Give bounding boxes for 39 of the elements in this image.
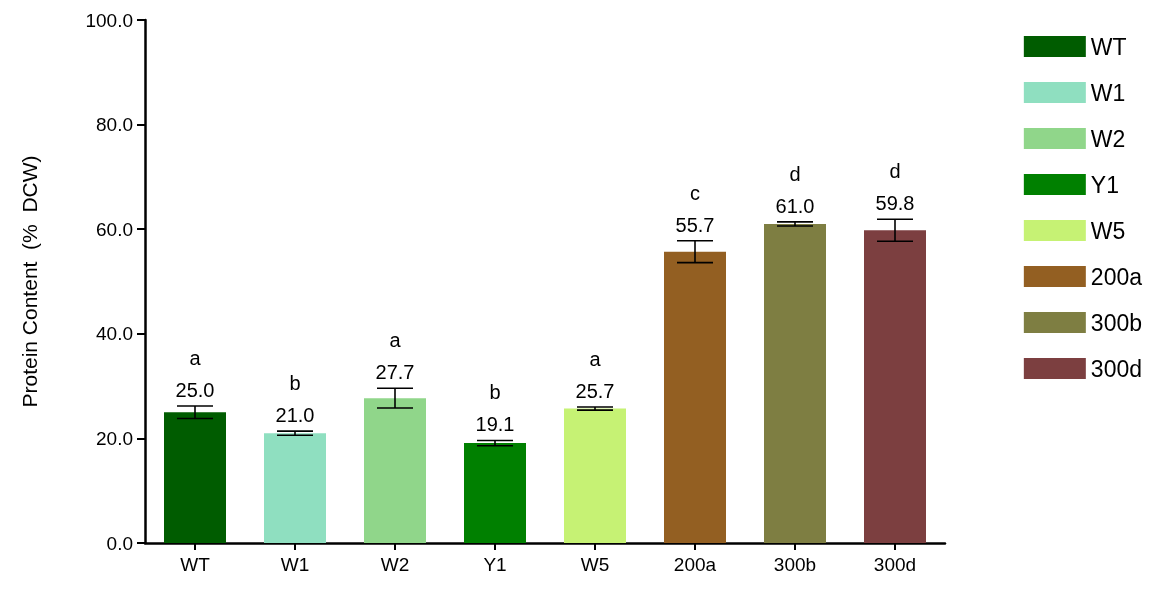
x-tick-label: 300b [773, 554, 817, 575]
data-label: 21.0 [275, 404, 315, 427]
y-tick-label: 40.0 [96, 323, 133, 345]
x-tick-label: W1 [280, 554, 310, 575]
x-tick-label: 200a [673, 554, 717, 575]
x-tick-label: 300d [873, 554, 917, 575]
x-tick-label: Y1 [483, 554, 507, 575]
y-tick-label: 100.0 [85, 9, 133, 31]
annotation: a [189, 346, 202, 369]
annotation: d [789, 162, 801, 185]
legend-label: 300b [1090, 309, 1143, 336]
annotation: b [289, 372, 301, 395]
y-tick-label: 80.0 [96, 114, 133, 136]
data-label: 27.7 [375, 361, 415, 384]
annotation: a [589, 348, 602, 371]
data-label: 25.7 [575, 380, 615, 403]
legend-label: WT [1090, 33, 1127, 60]
y-tick-label: 20.0 [96, 427, 133, 449]
annotation: b [489, 381, 501, 404]
y-tick-label: 0.0 [106, 532, 133, 554]
x-tick-label: WT [180, 554, 211, 575]
legend-label: 200a [1090, 263, 1143, 290]
data-label: 61.0 [775, 194, 815, 217]
legend-label: W5 [1090, 217, 1126, 244]
x-tick-label: W5 [580, 554, 610, 575]
legend-label: Y1 [1090, 171, 1119, 198]
annotation: d [889, 160, 901, 183]
y-tick-label: 60.0 [96, 218, 133, 240]
annotation: a [389, 329, 402, 352]
data-label: 59.8 [875, 192, 915, 215]
legend-label: 300d [1090, 355, 1143, 382]
annotation: c [690, 181, 700, 204]
y-axis-title: Protein Content (% DCW) [18, 155, 41, 408]
data-label: 25.0 [175, 378, 215, 401]
data-label: 19.1 [475, 413, 515, 436]
data-label: 55.7 [675, 213, 715, 236]
x-tick-label: W2 [380, 554, 410, 575]
legend-label: W2 [1090, 125, 1126, 152]
legend-label: W1 [1090, 79, 1126, 106]
